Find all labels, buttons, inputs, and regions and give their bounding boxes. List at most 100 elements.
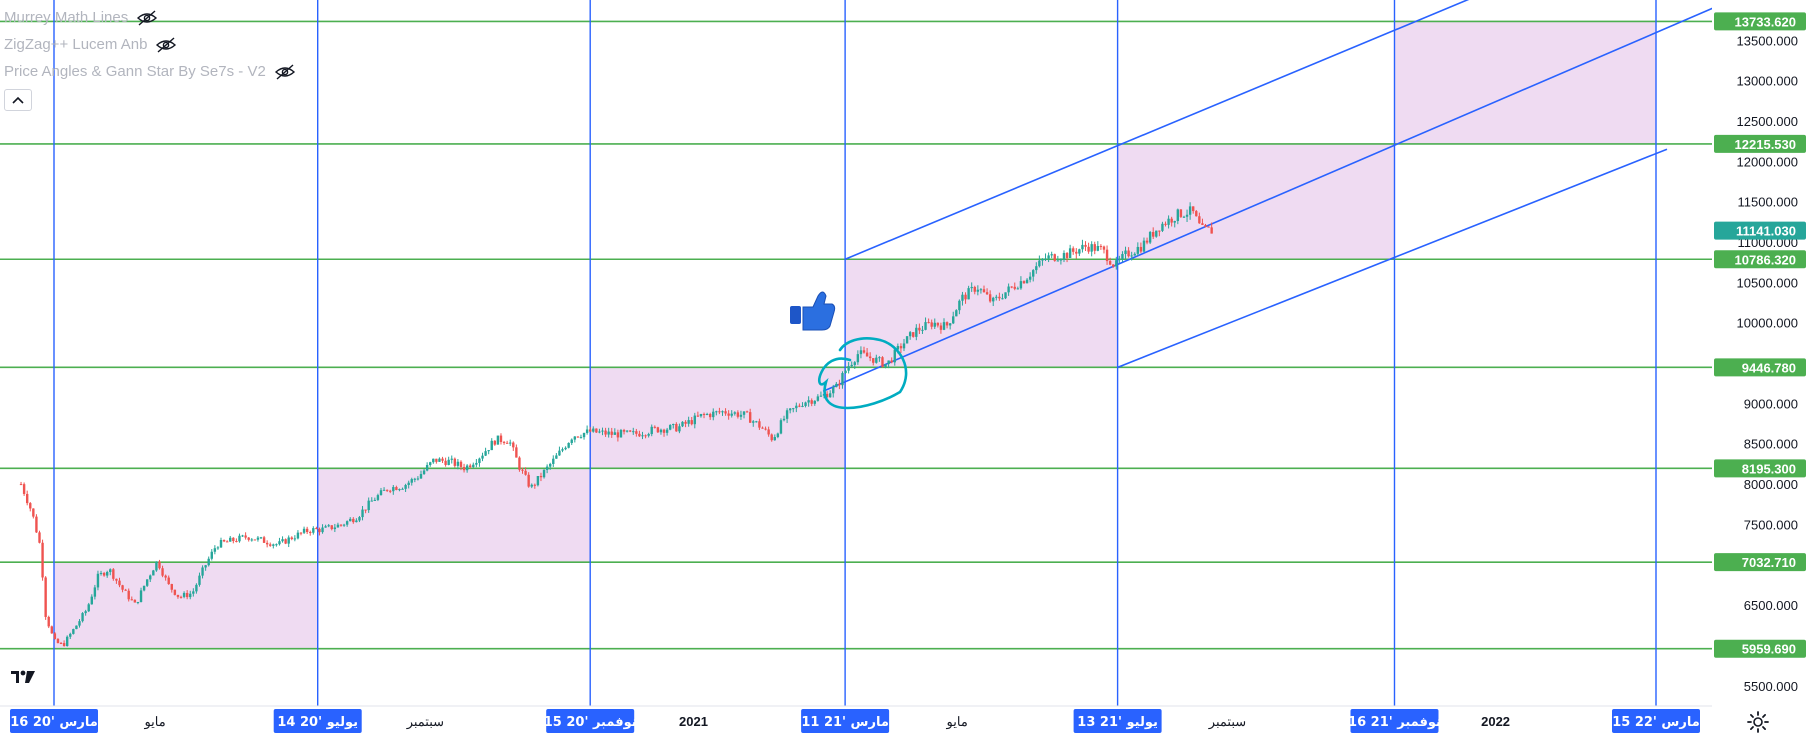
candle-body bbox=[72, 629, 75, 634]
level-price-tag bbox=[1714, 12, 1806, 31]
tradingview-logo-icon[interactable] bbox=[8, 664, 38, 688]
eye-off-icon[interactable] bbox=[155, 36, 177, 53]
candle-body bbox=[573, 436, 577, 440]
candle-body bbox=[1056, 260, 1060, 262]
candle-body bbox=[595, 428, 598, 433]
candle-body bbox=[970, 286, 973, 289]
date-tag-label: 16 مارس '20 bbox=[10, 715, 98, 730]
candle-body bbox=[1102, 246, 1106, 250]
candle-body bbox=[905, 336, 909, 344]
candle-body bbox=[115, 578, 118, 581]
candle-body bbox=[382, 489, 386, 491]
legend-item-zigzag[interactable]: ZigZag++ Lucem Anb bbox=[4, 31, 296, 58]
candle-body bbox=[496, 435, 500, 445]
candle-body bbox=[555, 455, 558, 459]
candle-body bbox=[985, 292, 989, 295]
candle-body bbox=[859, 350, 863, 355]
candle-body bbox=[487, 450, 490, 452]
candle-body bbox=[38, 532, 41, 543]
level-price-label: 10786.320 bbox=[1735, 252, 1796, 267]
candle-body bbox=[158, 561, 161, 569]
level-price-label: 7032.710 bbox=[1742, 555, 1796, 570]
candle-body bbox=[219, 540, 223, 548]
candle-body bbox=[441, 458, 444, 461]
candle-body bbox=[592, 428, 595, 432]
candle-body bbox=[413, 478, 417, 480]
candle-body bbox=[616, 432, 620, 438]
candle-body bbox=[1050, 254, 1053, 256]
candle-body bbox=[419, 474, 423, 479]
x-tick-label: سبتمبر bbox=[1208, 714, 1246, 730]
eye-off-icon[interactable] bbox=[274, 63, 296, 80]
candle-body bbox=[708, 414, 712, 418]
candle-body bbox=[816, 396, 820, 401]
candle-body bbox=[435, 458, 438, 462]
candle-body bbox=[232, 537, 235, 542]
candle-body bbox=[745, 411, 749, 413]
candle-body bbox=[1096, 246, 1100, 251]
candle-body bbox=[385, 489, 389, 491]
legend-item-gann[interactable]: Price Angles & Gann Star By Se7s - V2 bbox=[4, 58, 296, 85]
candle-body bbox=[770, 434, 773, 441]
candle-body bbox=[579, 437, 583, 439]
gear-icon[interactable] bbox=[1746, 710, 1770, 734]
x-tick-label: 2022 bbox=[1481, 714, 1510, 729]
candle-body bbox=[847, 366, 850, 371]
candle-body bbox=[773, 437, 776, 441]
gann-box bbox=[53, 561, 319, 650]
candle-body bbox=[469, 465, 472, 468]
candle-body bbox=[705, 414, 709, 416]
candle-body bbox=[1148, 232, 1152, 243]
candle-body bbox=[912, 332, 915, 337]
candle-body bbox=[425, 465, 429, 471]
candle-body bbox=[130, 599, 133, 601]
candle-body bbox=[392, 487, 395, 492]
candle-body bbox=[290, 537, 293, 540]
candle-body bbox=[462, 466, 466, 471]
candle-body bbox=[945, 322, 949, 326]
candle-body bbox=[1075, 251, 1078, 254]
eye-off-icon[interactable] bbox=[136, 9, 158, 26]
y-tick-label: 13000.000 bbox=[1737, 74, 1798, 89]
candle-body bbox=[727, 413, 730, 416]
collapse-legend-button[interactable] bbox=[4, 89, 32, 111]
candle-body bbox=[299, 532, 303, 534]
candle-body bbox=[173, 589, 177, 595]
candle-body bbox=[398, 489, 401, 491]
candle-body bbox=[982, 289, 986, 293]
candle-body bbox=[179, 596, 183, 598]
candle-body bbox=[59, 642, 63, 644]
candle-body bbox=[1155, 230, 1158, 237]
candle-body bbox=[1127, 250, 1130, 257]
candle-body bbox=[887, 360, 890, 365]
candle-body bbox=[318, 528, 321, 533]
candle-body bbox=[509, 442, 512, 444]
candle-body bbox=[758, 421, 761, 428]
candle-body bbox=[628, 430, 632, 432]
candle-body bbox=[801, 405, 804, 407]
candle-body bbox=[878, 357, 881, 359]
candle-body bbox=[1152, 232, 1155, 237]
candle-body bbox=[293, 538, 297, 540]
candle-body bbox=[761, 427, 764, 429]
candle-body bbox=[349, 518, 352, 522]
candle-body bbox=[287, 537, 290, 544]
candle-body bbox=[1022, 281, 1026, 284]
date-tag-label: 15 مارس '22 bbox=[1612, 715, 1700, 730]
candle-body bbox=[84, 611, 87, 614]
candle-body bbox=[241, 535, 244, 537]
legend-item-murrey[interactable]: Murrey Math Lines bbox=[4, 4, 296, 31]
candle-body bbox=[395, 487, 398, 490]
candle-body bbox=[881, 357, 884, 367]
candle-body bbox=[330, 525, 333, 530]
candle-body bbox=[924, 322, 927, 330]
candle-body bbox=[539, 476, 543, 478]
candle-body bbox=[610, 431, 613, 435]
candle-body bbox=[47, 616, 50, 627]
candle-body bbox=[370, 500, 373, 502]
candle-body bbox=[167, 577, 170, 585]
date-tag bbox=[1612, 709, 1700, 733]
candle-body bbox=[1016, 288, 1020, 290]
